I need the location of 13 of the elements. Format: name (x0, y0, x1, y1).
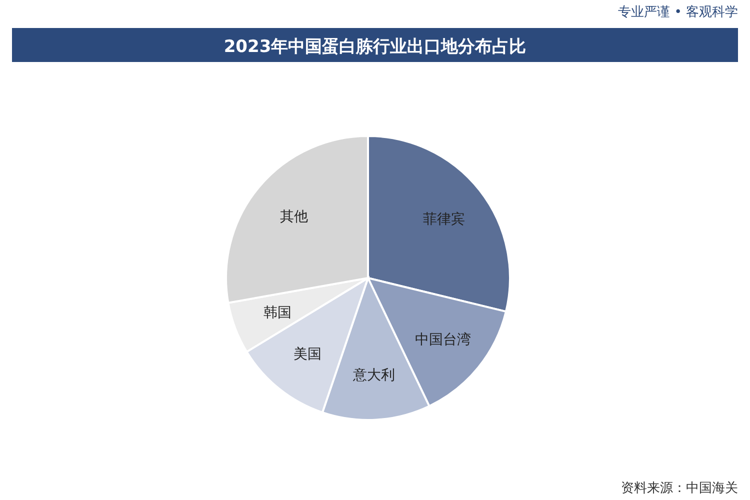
slice-label: 其他 (280, 208, 308, 225)
slice-label: 韩国 (264, 305, 292, 322)
pie-slice (321, 277, 430, 421)
text: 专业严谨 • 客观科学 (618, 4, 738, 20)
slice-label: 菲律宾 (422, 211, 465, 228)
slice-label: 意大利 (352, 367, 395, 384)
slice-label: 美国 (294, 346, 322, 362)
pie-slice (225, 135, 369, 304)
text: 资料来源：中国海关 (621, 481, 738, 496)
slice-label: 中国台湾 (414, 332, 471, 348)
pie-slice (367, 135, 511, 313)
pie-slice (367, 277, 507, 408)
chart-title: 2023年中国蛋白胨行业出口地分布占比 (224, 37, 526, 57)
